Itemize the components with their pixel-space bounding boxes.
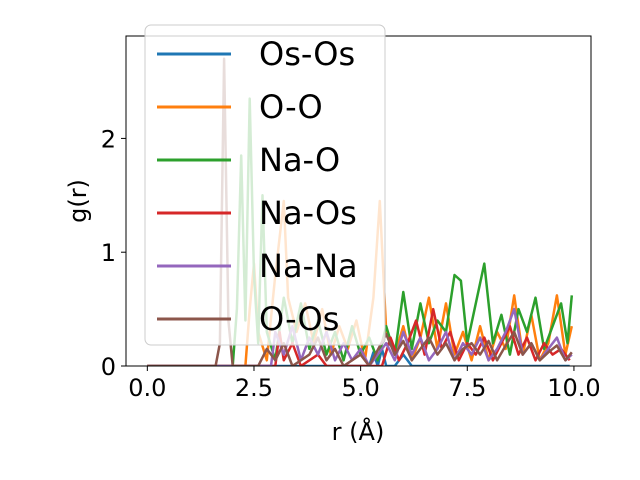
x-tick-label: 5.0 [342, 374, 380, 402]
x-tick-label: 10.0 [547, 374, 600, 402]
legend-label: O-O [259, 88, 323, 126]
x-axis-label: r (Å) [332, 417, 385, 446]
y-tick-label: 1 [101, 239, 116, 267]
y-tick-label: 0 [101, 353, 116, 381]
legend-label: O-Os [259, 300, 339, 338]
y-tick-label: 2 [101, 125, 116, 153]
legend-label: Na-Os [259, 194, 357, 232]
x-tick-label: 0.0 [128, 374, 166, 402]
legend-label: Na-O [259, 141, 340, 179]
x-tick-label: 2.5 [235, 374, 273, 402]
y-axis-label: g(r) [64, 179, 92, 223]
series-line-o-os [147, 57, 573, 366]
x-axis: 0.0 2.5 5.0 7.5 10.0 [128, 366, 601, 402]
y-axis: 0 1 2 [101, 125, 126, 381]
x-tick-label: 7.5 [448, 374, 486, 402]
legend: Os-Os O-O Na-O Na-Os Na-Na O-Os [144, 24, 386, 346]
legend-box [144, 24, 386, 346]
legend-label: Os-Os [259, 35, 355, 73]
legend-label: Na-Na [259, 247, 358, 285]
